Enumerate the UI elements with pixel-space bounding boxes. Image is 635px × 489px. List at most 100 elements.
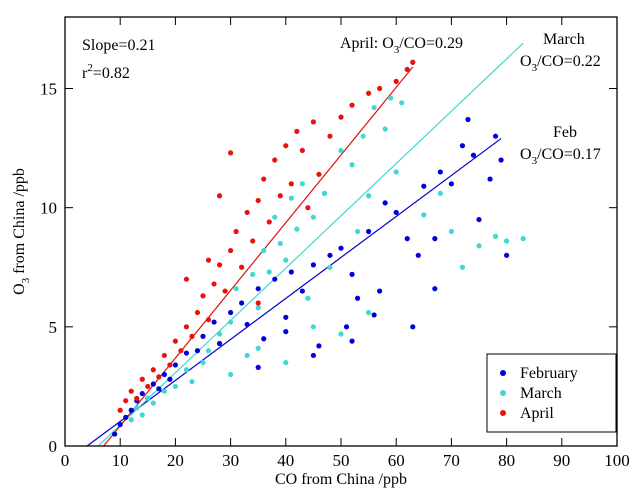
point xyxy=(261,176,267,182)
point xyxy=(382,126,388,132)
text-part: 3 xyxy=(532,155,538,167)
x-tick-label: 30 xyxy=(222,451,239,470)
text-part: Slope=0.21 xyxy=(82,37,155,54)
point xyxy=(117,421,123,428)
point xyxy=(183,367,190,373)
point xyxy=(145,383,151,390)
point xyxy=(228,247,234,254)
annotation: April: O3/CO=0.29 xyxy=(340,35,463,56)
point xyxy=(366,228,372,235)
point xyxy=(244,321,250,328)
point xyxy=(338,245,344,251)
point xyxy=(150,400,156,406)
point xyxy=(123,414,129,420)
point xyxy=(172,338,178,344)
point xyxy=(432,236,438,242)
fit-line xyxy=(86,138,502,447)
point xyxy=(244,352,250,359)
point xyxy=(205,348,212,354)
point xyxy=(255,364,261,370)
fit-line xyxy=(97,42,524,447)
legend-marker xyxy=(500,370,506,376)
point xyxy=(299,181,305,187)
text-part: O xyxy=(11,283,28,295)
point xyxy=(250,271,256,277)
point xyxy=(228,319,234,325)
text-part: April: O xyxy=(340,35,394,52)
point xyxy=(139,412,145,418)
x-tick-label: 60 xyxy=(388,451,405,470)
y-axis-label: O3 from China /ppb xyxy=(11,168,32,295)
point xyxy=(216,262,223,268)
point xyxy=(343,324,350,330)
point xyxy=(200,333,206,339)
x-tick-label: 40 xyxy=(277,451,294,470)
text-part: Feb xyxy=(553,124,577,141)
point xyxy=(305,205,311,211)
point xyxy=(327,264,333,270)
point xyxy=(172,383,178,390)
y-tick-label: 5 xyxy=(49,318,58,337)
point xyxy=(261,336,267,342)
point xyxy=(338,147,344,154)
point xyxy=(150,381,156,387)
point xyxy=(205,317,212,323)
point xyxy=(366,90,372,96)
point xyxy=(128,417,134,423)
point xyxy=(404,66,410,73)
point xyxy=(299,147,305,154)
point xyxy=(294,226,300,232)
point xyxy=(410,59,416,65)
point xyxy=(476,243,482,249)
point xyxy=(349,162,355,168)
point xyxy=(354,295,361,301)
point xyxy=(382,200,388,206)
point xyxy=(487,176,493,182)
point xyxy=(504,252,510,258)
point xyxy=(299,288,305,294)
y-tick-label: 10 xyxy=(40,199,57,218)
x-tick-label: 100 xyxy=(604,451,630,470)
point xyxy=(134,395,140,401)
text-part: O xyxy=(520,146,532,163)
point xyxy=(194,309,201,316)
point xyxy=(222,288,228,294)
annotation: O3/CO=0.17 xyxy=(520,146,601,167)
point xyxy=(150,367,156,373)
text-part: =0.82 xyxy=(93,65,130,82)
point xyxy=(161,352,167,359)
point xyxy=(492,133,499,139)
point xyxy=(194,348,201,354)
point xyxy=(228,371,234,378)
text-part: from China /ppb xyxy=(11,168,28,278)
point xyxy=(432,286,438,292)
point xyxy=(266,269,272,275)
point xyxy=(250,238,256,244)
point xyxy=(283,143,289,149)
x-tick-label: 50 xyxy=(333,451,350,470)
point xyxy=(366,309,372,316)
legend-marker xyxy=(500,410,506,416)
point xyxy=(266,219,272,225)
point xyxy=(255,286,261,292)
text-part: r xyxy=(82,65,88,82)
point xyxy=(393,78,399,84)
point xyxy=(421,212,427,218)
point xyxy=(211,319,217,325)
point xyxy=(498,157,504,163)
x-tick-label: 90 xyxy=(553,451,570,470)
point xyxy=(288,181,294,187)
text-part: /CO=0.29 xyxy=(399,35,463,52)
legend-label: March xyxy=(520,385,562,402)
point xyxy=(377,288,383,294)
point xyxy=(377,85,383,92)
point xyxy=(211,281,217,287)
point xyxy=(476,216,482,223)
point xyxy=(255,345,261,351)
point xyxy=(283,257,289,263)
point xyxy=(465,116,471,123)
point xyxy=(134,405,140,411)
point xyxy=(470,152,477,158)
annotation: March xyxy=(543,31,585,48)
